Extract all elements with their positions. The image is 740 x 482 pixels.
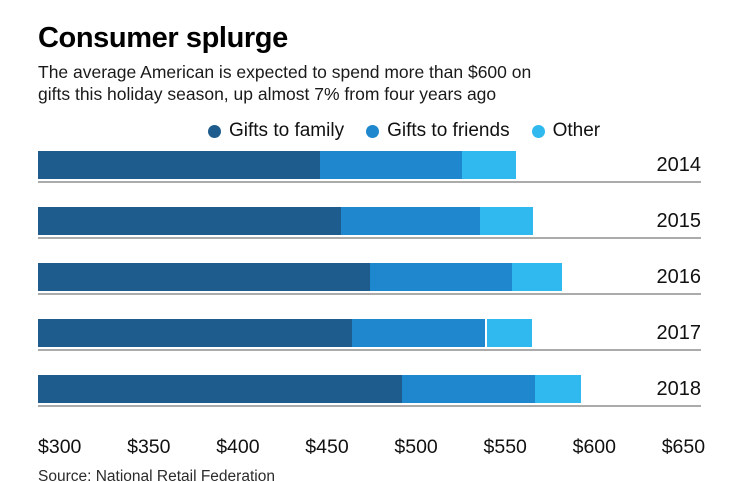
axis-tick-label: $600 (572, 436, 616, 458)
bar-segment (38, 263, 370, 291)
legend-label: Gifts to friends (387, 120, 510, 141)
legend-item-2: Gifts to friends (366, 120, 510, 142)
bar-segment (38, 375, 402, 403)
stacked-bar-2017 (38, 319, 532, 347)
chart-row-2016: 2016 (38, 263, 701, 319)
row-baseline (38, 293, 701, 295)
axis-tick-label: $500 (394, 436, 438, 458)
bar-segment (535, 375, 582, 403)
stacked-bar-2016 (38, 263, 562, 291)
legend-dot-icon (208, 124, 221, 138)
row-baseline (38, 405, 701, 407)
stacked-bar-2018 (38, 375, 582, 403)
x-axis: $300 $350 $400 $450 $500 $550 $600 $650 (38, 435, 705, 461)
year-label: 2018 (656, 378, 702, 400)
axis-tick-label: $350 (127, 436, 171, 458)
chart-row-2014: 2014 (38, 151, 701, 207)
bar-segment (462, 151, 516, 179)
stacked-bar-2015 (38, 207, 534, 235)
legend: Gifts to family Gifts to friends Other (38, 120, 740, 142)
bar-segment (38, 319, 352, 347)
legend-label: Gifts to family (229, 120, 345, 141)
source-note: Source: National Retail Federation (38, 468, 275, 482)
chart-row-2015: 2015 (38, 207, 701, 263)
row-baseline (38, 349, 701, 351)
chart-row-2018: 2018 (38, 375, 701, 431)
axis-tick-label: $450 (305, 436, 349, 458)
bar-segment (401, 375, 536, 403)
legend-item-1: Gifts to family (208, 120, 344, 142)
year-label: 2017 (656, 322, 702, 344)
bar-segment (38, 151, 320, 179)
row-baseline (38, 237, 701, 239)
chart-subtitle-line-2: gifts this holiday season, up almost 7% … (38, 83, 497, 104)
bar-chart: 2014 2015 2016 2017 2018 (38, 151, 701, 431)
bar-segment (479, 207, 534, 235)
row-baseline (38, 181, 701, 183)
chart-row-2017: 2017 (38, 319, 701, 375)
legend-dot-icon (366, 124, 380, 138)
legend-dot-icon (531, 124, 545, 138)
bar-segment (340, 207, 480, 235)
chart-subtitle: The average American is expected to spen… (38, 62, 740, 105)
axis-tick-label: $650 (661, 436, 706, 458)
year-label: 2014 (656, 154, 702, 176)
axis-tick-label: $550 (483, 436, 527, 458)
chart-subtitle-line-1: The average American is expected to spen… (38, 62, 532, 82)
bar-segment (512, 263, 562, 291)
year-label: 2016 (656, 266, 702, 288)
bar-segment (351, 319, 486, 347)
chart-title: Consumer splurge (38, 22, 288, 54)
stacked-bar-2014 (38, 151, 516, 179)
axis-tick-label: $300 (38, 436, 82, 458)
bar-segment (319, 151, 463, 179)
bar-segment (369, 263, 513, 291)
legend-item-3: Other (531, 120, 601, 142)
bar-segment (38, 207, 341, 235)
legend-label: Other (552, 120, 601, 141)
year-label: 2015 (656, 210, 702, 232)
axis-tick-label: $400 (216, 436, 260, 458)
bar-segment (485, 319, 532, 347)
